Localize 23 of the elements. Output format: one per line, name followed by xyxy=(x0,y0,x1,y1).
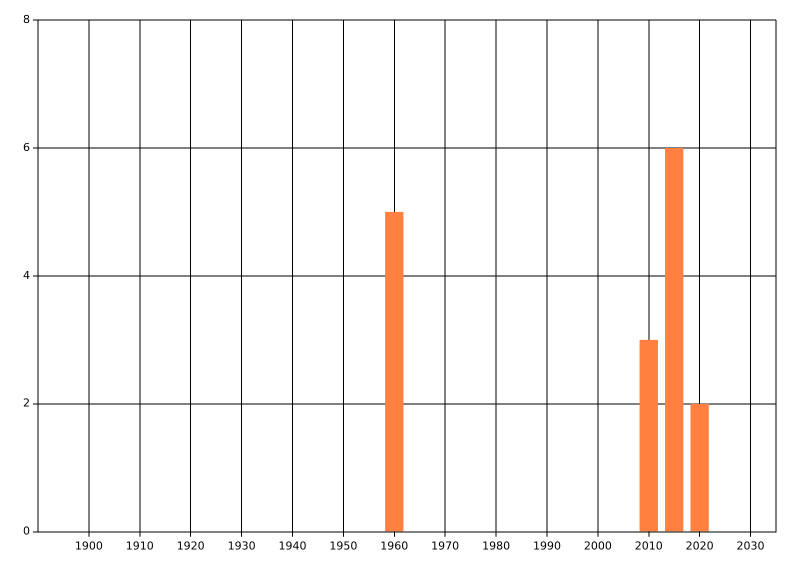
x-tick-label: 1940 xyxy=(278,539,306,552)
x-tick-label: 1930 xyxy=(228,539,256,552)
x-tick-label: 2000 xyxy=(584,539,612,552)
x-tick-label: 1960 xyxy=(380,539,408,552)
bar xyxy=(640,340,658,532)
bar xyxy=(690,404,709,532)
x-tick-label: 1920 xyxy=(176,539,205,552)
y-tick-label: 8 xyxy=(23,12,30,26)
bar xyxy=(385,212,404,532)
x-tick-label: 2020 xyxy=(686,539,714,552)
x-tick-label: 1980 xyxy=(482,539,510,552)
x-tick-label: 1990 xyxy=(532,539,561,552)
bar xyxy=(665,148,684,532)
x-tick-label: 2030 xyxy=(736,539,765,552)
y-tick-label: 6 xyxy=(23,140,30,154)
y-tick-label: 2 xyxy=(23,396,30,410)
x-tick-label: 1970 xyxy=(431,539,460,552)
x-tick-label: 2010 xyxy=(634,539,663,552)
x-tick-label: 1950 xyxy=(329,539,358,552)
x-tick-label: 1900 xyxy=(74,539,103,552)
x-tick-label: 1910 xyxy=(126,539,154,552)
y-tick-label: 0 xyxy=(23,524,30,538)
y-tick-label: 4 xyxy=(23,268,30,282)
